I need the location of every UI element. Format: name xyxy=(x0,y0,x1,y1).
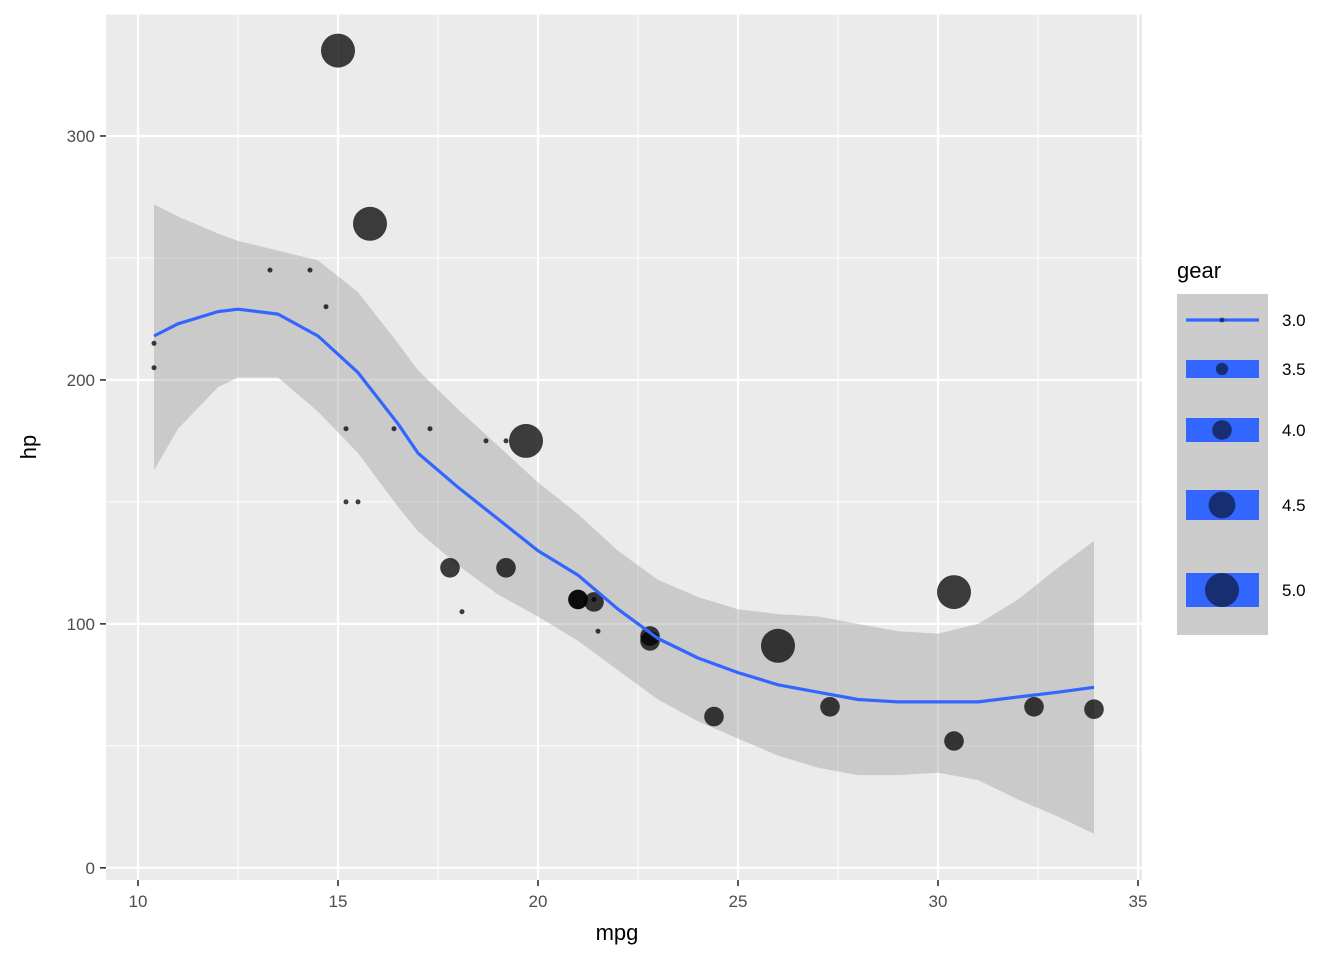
data-point xyxy=(640,626,660,646)
data-point xyxy=(343,499,349,505)
legend-label: 4.5 xyxy=(1282,496,1306,515)
data-point xyxy=(343,426,349,432)
data-point xyxy=(704,706,724,727)
legend-key-point xyxy=(1208,491,1236,519)
data-point xyxy=(321,33,355,68)
legend-key-point xyxy=(1205,573,1239,607)
data-point xyxy=(820,697,840,717)
x-tick-label: 30 xyxy=(929,892,948,911)
y-tick-label: 200 xyxy=(67,371,95,390)
data-point xyxy=(440,558,460,578)
data-point xyxy=(353,206,387,241)
major-gridlines xyxy=(106,14,1142,880)
minor-gridlines xyxy=(106,13,1142,880)
legend-key-point xyxy=(1215,362,1229,376)
data-point xyxy=(483,438,489,444)
data-point xyxy=(944,731,964,751)
data-point xyxy=(459,609,465,615)
data-point xyxy=(151,340,157,346)
data-point xyxy=(1024,697,1044,717)
y-tick-label: 100 xyxy=(67,615,95,634)
legend-key-point xyxy=(1219,317,1225,323)
data-point xyxy=(355,499,361,505)
data-point xyxy=(391,426,397,432)
data-point xyxy=(323,304,329,310)
data-point xyxy=(584,592,604,612)
legend-keys: 3.0 3.5 4.0 4.5 5.0 xyxy=(1186,311,1306,607)
confidence-band xyxy=(154,204,1094,834)
data-point xyxy=(503,438,509,444)
data-point xyxy=(509,423,543,458)
x-axis-ticks: 10 15 20 25 30 35 xyxy=(129,880,1148,911)
plot-panel xyxy=(106,14,1142,880)
x-tick-label: 35 xyxy=(1129,892,1148,911)
smooth-curve-layer xyxy=(153,307,1095,704)
confidence-band-layer xyxy=(154,204,1094,834)
y-tick-label: 300 xyxy=(67,127,95,146)
data-point xyxy=(307,267,313,273)
legend-key-point xyxy=(1212,420,1232,440)
data-point xyxy=(1084,699,1104,719)
data-point xyxy=(427,426,433,432)
data-point xyxy=(496,558,516,578)
legend-label: 3.0 xyxy=(1282,311,1306,330)
data-point xyxy=(151,365,157,371)
points-layer xyxy=(151,33,1104,751)
legend-label: 5.0 xyxy=(1282,581,1306,600)
y-axis-title: hp xyxy=(16,435,41,459)
x-tick-label: 10 xyxy=(129,892,148,911)
x-tick-label: 25 xyxy=(729,892,748,911)
legend-title: gear xyxy=(1177,258,1221,283)
y-tick-label: 0 xyxy=(86,859,95,878)
smooth-curve xyxy=(153,307,1095,704)
x-tick-label: 15 xyxy=(329,892,348,911)
x-axis-title: mpg xyxy=(596,920,639,945)
y-axis-ticks: 0 100 200 300 xyxy=(67,127,106,878)
data-point xyxy=(267,267,273,273)
data-point xyxy=(595,628,601,634)
data-point xyxy=(937,575,971,610)
data-point xyxy=(568,589,588,610)
legend-label: 4.0 xyxy=(1282,421,1306,440)
legend: gear 3.0 3.5 4.0 4.5 5.0 xyxy=(1177,258,1306,635)
legend-label: 3.5 xyxy=(1282,360,1306,379)
data-point xyxy=(761,628,795,663)
x-tick-label: 20 xyxy=(529,892,548,911)
